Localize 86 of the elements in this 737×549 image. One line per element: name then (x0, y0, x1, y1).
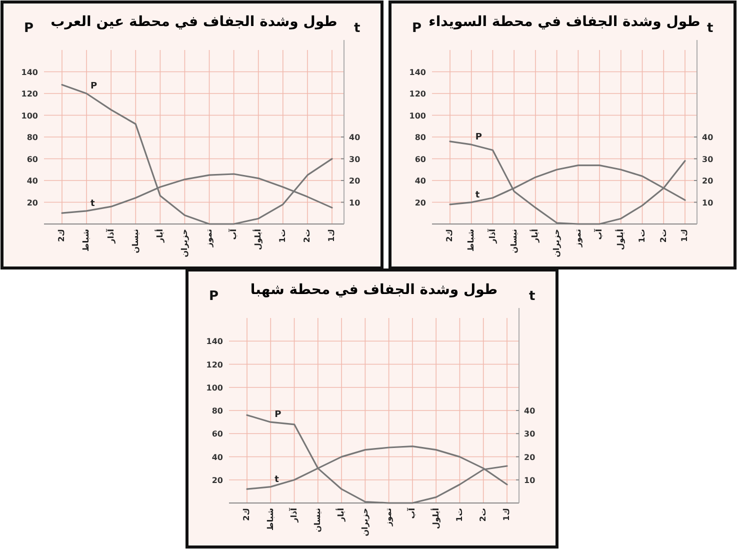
x-tick-label: آذار (486, 228, 497, 244)
x-tick-label: حزيران (180, 228, 189, 258)
y2-tick-label: 30 (524, 430, 536, 439)
x-tick-label: ت1 (637, 229, 646, 243)
y2-tick-label: 30 (349, 154, 361, 164)
x-tick-label: أيلول (252, 228, 263, 250)
y-tick-label: 20 (212, 476, 224, 485)
y2-axis-title: t (529, 289, 536, 304)
x-tick-label: أيار (336, 508, 346, 522)
y2-tick-label: 10 (702, 198, 714, 208)
line-series (61, 84, 333, 225)
chart-title: طول وشدة الجفاف في محطة شهبا (250, 282, 498, 298)
x-tick-label: آب (594, 228, 604, 240)
y-axis-title: P (24, 21, 34, 36)
y2-tick-label: 20 (702, 176, 714, 186)
x-tick-label: آذار (288, 508, 298, 524)
x-tick-label: نيسان (509, 229, 518, 254)
y2-tick-label: 10 (524, 476, 536, 485)
series-label: t (274, 474, 280, 485)
x-tick-label: ت2 (658, 229, 668, 243)
y-tick-label: 40 (26, 176, 38, 186)
x-tick-label: تموز (204, 229, 214, 248)
y2-tick-label: 40 (349, 133, 361, 142)
series-label: P (90, 82, 98, 92)
y2-tick-label: 10 (349, 198, 361, 208)
x-tick-label: نيسان (313, 508, 322, 532)
x-tick-label: ك2 (242, 508, 252, 521)
x-tick-label: تموز (573, 229, 582, 248)
y-tick-label: 80 (212, 406, 224, 416)
y-tick-label: 20 (26, 198, 38, 208)
y-tick-label: 40 (212, 452, 224, 462)
x-tick-label: ت1 (278, 229, 288, 243)
y-tick-label: 80 (26, 133, 38, 142)
series-label: P (475, 132, 482, 143)
chart-title: طول وشدة الجفاف في محطة السويداء (428, 14, 700, 30)
x-tick-label: ك2 (57, 229, 66, 242)
y-tick-label: 60 (414, 154, 426, 164)
x-tick-label: تموز (384, 508, 394, 527)
y2-axis-title: t (354, 21, 360, 36)
y2-tick-label: 20 (349, 176, 361, 186)
y-axis-title: P (412, 21, 422, 36)
series-label: P (274, 410, 282, 420)
x-tick-label: ك1 (327, 229, 336, 242)
x-tick-label: أيلول (615, 228, 626, 250)
x-tick-label: شباط (466, 228, 476, 252)
y2-axis-title: t (707, 21, 714, 36)
y-tick-label: 140 (206, 337, 224, 346)
y-tick-label: 80 (414, 133, 426, 142)
x-tick-label: ك2 (445, 229, 454, 242)
y-tick-label: 120 (21, 90, 38, 98)
series-label: t (90, 198, 96, 209)
y-tick-label: 60 (212, 430, 224, 439)
y2-tick-label: 40 (524, 406, 536, 416)
x-tick-label: شباط (82, 228, 91, 252)
y-tick-label: 20 (414, 198, 426, 208)
line-series (449, 140, 686, 225)
x-tick-label: شباط (266, 508, 275, 530)
y-tick-label: 40 (414, 176, 426, 186)
y-tick-label: 100 (206, 383, 224, 392)
y2-tick-label: 30 (702, 154, 714, 164)
y-tick-label: 60 (26, 154, 38, 164)
x-tick-label: حزيران (552, 228, 562, 258)
x-tick-label: أيار (530, 228, 540, 244)
y2-tick-label: 40 (702, 133, 714, 142)
x-tick-label: ت2 (302, 229, 312, 243)
x-tick-label: ت2 (478, 508, 488, 522)
y2-tick-label: 20 (524, 452, 536, 462)
y-tick-label: 140 (409, 68, 426, 77)
x-tick-label: حزيران (360, 508, 370, 536)
x-tick-label: نيسان (130, 229, 140, 254)
x-tick-label: آب (406, 508, 417, 519)
y-axis-title: P (209, 289, 219, 304)
y-tick-label: 120 (206, 360, 224, 370)
y-tick-label: 100 (21, 111, 38, 120)
x-tick-label: آب (228, 228, 238, 240)
x-tick-label: ك1 (680, 229, 690, 242)
x-tick-label: أيلول (430, 508, 440, 529)
x-tick-label: ك1 (502, 508, 512, 521)
x-tick-label: ت1 (454, 508, 464, 522)
y-tick-label: 120 (409, 90, 426, 98)
y-tick-label: 140 (21, 68, 38, 77)
y-tick-label: 100 (409, 111, 426, 120)
x-tick-label: آذار (105, 228, 116, 244)
series-label: t (475, 190, 480, 200)
chart-title: طول وشدة الجفاف في محطة عين العرب (50, 14, 338, 30)
x-tick-label: أيار (154, 228, 164, 244)
